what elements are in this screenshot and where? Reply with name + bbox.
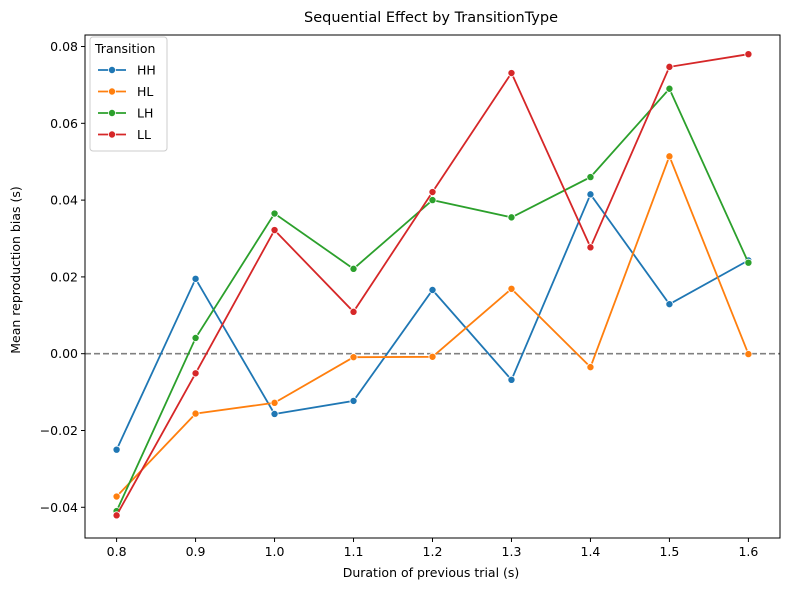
y-tick-label: 0.04 bbox=[50, 193, 78, 208]
data-point-hl bbox=[270, 398, 279, 407]
data-point-lh bbox=[270, 209, 279, 218]
data-point-lh bbox=[665, 84, 674, 93]
legend-marker bbox=[108, 66, 117, 75]
data-point-hl bbox=[665, 152, 674, 161]
data-point-ll bbox=[112, 511, 121, 520]
data-point-hl bbox=[507, 284, 516, 293]
data-point-hh bbox=[428, 285, 437, 294]
series-hh bbox=[112, 190, 753, 454]
legend-box bbox=[89, 36, 168, 152]
data-point-ll bbox=[665, 62, 674, 71]
legend-label: HH bbox=[137, 63, 156, 78]
x-tick-label: 0.9 bbox=[186, 544, 206, 559]
legend-item-hh: HH bbox=[98, 63, 156, 78]
plot-area: 0.8 0.9 1.0 1.1 1.2 1.3 1.4 1.5 1.6 −0.04 −0.02 0.0… bbox=[40, 34, 781, 559]
data-point-lh bbox=[586, 173, 595, 182]
x-tick-label: 1.6 bbox=[738, 544, 758, 559]
data-point-lh bbox=[349, 264, 358, 273]
data-point-hh bbox=[191, 274, 200, 283]
data-point-hl bbox=[586, 363, 595, 372]
series-hl bbox=[112, 152, 753, 501]
x-tick-label: 1.4 bbox=[581, 544, 601, 559]
legend-title: Transition bbox=[94, 41, 155, 56]
data-point-ll bbox=[349, 307, 358, 316]
data-point-ll bbox=[744, 50, 753, 59]
x-tick-label: 1.3 bbox=[502, 544, 522, 559]
y-tick-label: 0.08 bbox=[50, 39, 78, 54]
y-tick-label: −0.04 bbox=[40, 500, 78, 515]
legend-item-lh: LH bbox=[98, 106, 153, 121]
legend-marker bbox=[108, 109, 117, 118]
x-tick-label: 0.8 bbox=[107, 544, 127, 559]
data-point-ll bbox=[191, 369, 200, 378]
x-axis-label: Duration of previous trial (s) bbox=[343, 565, 520, 580]
legend-marker bbox=[108, 130, 117, 139]
y-axis-label: Mean reproduction bias (s) bbox=[8, 186, 23, 354]
data-point-hl bbox=[744, 350, 753, 359]
y-tick-label: 0.06 bbox=[50, 116, 78, 131]
data-point-hh bbox=[112, 445, 121, 454]
data-point-hl bbox=[191, 409, 200, 418]
legend-label: LH bbox=[137, 106, 153, 121]
x-tick-label: 1.2 bbox=[423, 544, 443, 559]
y-tick-label: −0.02 bbox=[40, 423, 78, 438]
series-ll bbox=[112, 50, 753, 520]
data-point-ll bbox=[428, 188, 437, 197]
data-point-ll bbox=[507, 69, 516, 78]
data-point-hh bbox=[586, 190, 595, 199]
data-point-lh bbox=[428, 196, 437, 205]
chart-title: Sequential Effect by TransitionType bbox=[304, 10, 558, 26]
legend-label: LL bbox=[137, 127, 151, 142]
data-point-hh bbox=[507, 375, 516, 384]
series-lh bbox=[112, 84, 753, 516]
series-line-ll bbox=[115, 53, 749, 516]
data-point-hl bbox=[428, 352, 437, 361]
legend: Transition HH HL LH LL bbox=[89, 36, 168, 152]
legend-item-ll: LL bbox=[98, 127, 151, 142]
data-point-hh bbox=[665, 300, 674, 309]
series-line-lh bbox=[115, 87, 750, 512]
data-point-lh bbox=[744, 258, 753, 267]
data-point-lh bbox=[191, 333, 200, 342]
data-point-lh bbox=[507, 213, 516, 222]
data-point-ll bbox=[270, 226, 279, 235]
x-tick-label: 1.0 bbox=[265, 544, 285, 559]
data-point-hl bbox=[112, 492, 121, 501]
y-tick-label: 0.02 bbox=[50, 269, 78, 284]
x-tick-label: 1.5 bbox=[659, 544, 679, 559]
legend-item-hl: HL bbox=[98, 84, 153, 99]
legend-marker bbox=[108, 87, 117, 96]
series-line-hl bbox=[115, 153, 750, 498]
data-point-hh bbox=[349, 396, 358, 405]
data-point-hl bbox=[349, 353, 358, 362]
y-tick-label: 0.00 bbox=[50, 346, 78, 361]
data-point-hh bbox=[270, 409, 279, 418]
data-point-ll bbox=[586, 243, 595, 252]
x-tick-label: 1.1 bbox=[344, 544, 364, 559]
legend-label: HL bbox=[137, 84, 153, 99]
